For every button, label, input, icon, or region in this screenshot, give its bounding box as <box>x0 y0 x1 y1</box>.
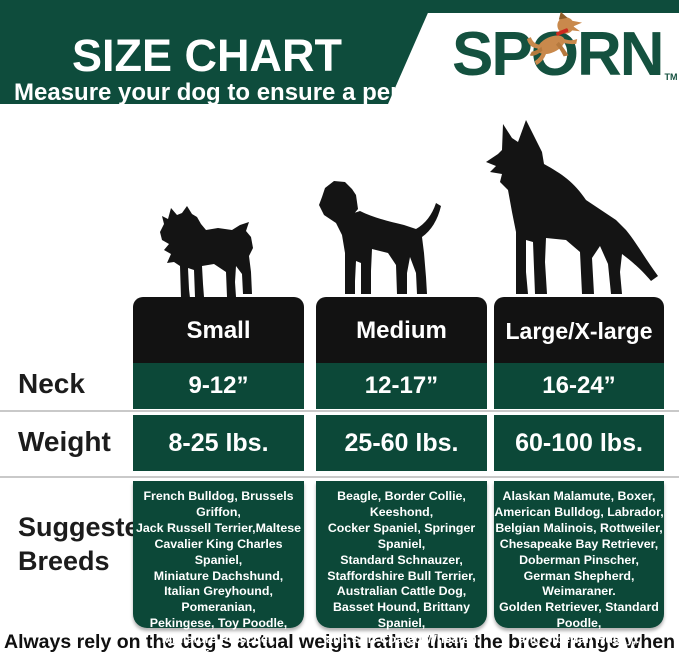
weight-value: 60-100 lbs. <box>494 415 664 471</box>
size-column-medium: Medium 12-17” 25-60 lbs. Beagle, Border … <box>316 297 487 657</box>
breeds-list: French Bulldog, Brussels Griffon, Jack R… <box>133 481 304 657</box>
breeds-list: Beagle, Border Collie, Keeshond, Cocker … <box>316 481 487 657</box>
large-dog-silhouette <box>486 120 658 294</box>
brand-logo: S P O R N TM <box>452 11 678 89</box>
size-column-large-xlarge: Large/X-large 16-24” 60-100 lbs. Alaskan… <box>494 297 664 646</box>
size-column-small: Small 9-12” 8-25 lbs. French Bulldog, Br… <box>133 297 304 657</box>
weight-value: 8-25 lbs. <box>133 415 304 471</box>
neck-value: 16-24” <box>494 363 664 409</box>
neck-value: 12-17” <box>316 363 487 409</box>
small-dog-silhouette <box>160 206 253 298</box>
brand-letter-o: O <box>526 11 582 86</box>
size-header: Small <box>133 297 304 363</box>
weight-value: 25-60 lbs. <box>316 415 487 471</box>
neck-value: 9-12” <box>133 363 304 409</box>
row-label-weight: Weight <box>18 426 111 457</box>
brand-letter: N <box>619 20 665 89</box>
brand-letter: S <box>452 20 493 89</box>
medium-dog-silhouette <box>319 181 441 294</box>
trademark-symbol: TM <box>664 72 678 82</box>
brand-letter: P <box>491 20 532 89</box>
logo-plate <box>388 13 679 104</box>
size-header: Medium <box>316 297 487 363</box>
jumping-dog-logo-icon <box>526 11 582 66</box>
row-divider-line <box>0 410 679 412</box>
row-divider-line <box>0 476 679 478</box>
brand-letter: R <box>576 20 622 89</box>
row-label-neck: Neck <box>18 368 85 399</box>
row-label-suggested-breeds: Suggested Breeds <box>18 512 157 576</box>
breeds-list: Alaskan Malamute, Boxer, American Bulldo… <box>494 481 664 646</box>
size-header: Large/X-large <box>494 297 664 363</box>
footer-disclaimer: Always rely on the dog's actual weight r… <box>3 631 676 657</box>
page-title: SIZE CHART <box>72 30 342 81</box>
